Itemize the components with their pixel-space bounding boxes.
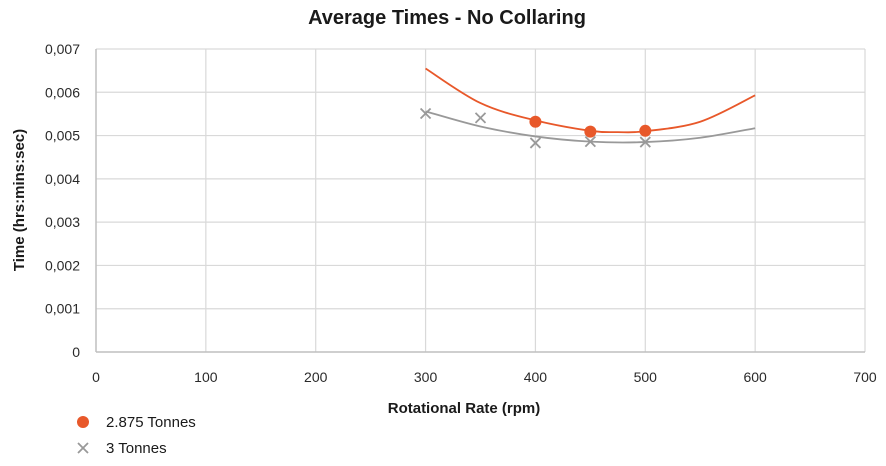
- y-tick-label: 0,001: [45, 301, 80, 317]
- data-points: [419, 107, 652, 149]
- x-tick-label: 500: [634, 369, 658, 385]
- x-marker-stroke: [529, 137, 542, 149]
- legend-item: 2.875 Tonnes: [77, 414, 196, 431]
- y-tick-label: 0,002: [45, 257, 80, 273]
- x-tick-label: 100: [194, 369, 218, 385]
- x-marker-stroke: [584, 135, 596, 148]
- x-marker-stroke: [419, 107, 432, 120]
- legend: 2.875 Tonnes 3 Tonnes: [77, 414, 196, 457]
- tick-labels: 0 0,001 0,002 0,003 0,004 0,005 0,006 0,007 0 100…: [45, 41, 877, 385]
- x-tick-label: 300: [414, 369, 438, 385]
- data-point-series-2: [639, 136, 651, 148]
- y-tick-label: 0: [72, 344, 80, 360]
- grid: [96, 48, 866, 352]
- y-axis-label: Time (hrs:mins:sec): [11, 129, 28, 271]
- x-marker-stroke: [77, 442, 89, 454]
- y-tick-label: 0,005: [45, 128, 80, 144]
- axes: [95, 49, 865, 353]
- y-tick-label: 0,004: [45, 171, 80, 187]
- legend-item: 3 Tonnes: [77, 440, 167, 457]
- data-point-series-2: [584, 135, 596, 148]
- x-tick-label: 0: [92, 369, 100, 385]
- data-point-series-1: [529, 115, 542, 128]
- data-point-series-2: [529, 137, 542, 149]
- trendline-series-1: [425, 67, 756, 134]
- x-tick-label: 600: [743, 369, 767, 385]
- y-tick-label: 0,007: [45, 41, 80, 57]
- x-axis-label: Rotational Rate (rpm): [388, 400, 541, 417]
- legend-circle-marker: [77, 416, 89, 428]
- x-marker-stroke: [639, 136, 651, 148]
- y-tick-label: 0,006: [45, 84, 80, 100]
- data-point-series-1: [584, 125, 597, 138]
- data-point-series-1: [639, 124, 652, 137]
- x-marker-stroke: [474, 112, 487, 124]
- x-tick-label: 400: [524, 369, 548, 385]
- x-tick-label: 700: [853, 369, 877, 385]
- legend-label: 3 Tonnes: [106, 440, 167, 457]
- data-point-series-2: [419, 107, 432, 120]
- legend-x-marker: [77, 442, 89, 454]
- legend-label: 2.875 Tonnes: [106, 414, 196, 431]
- y-tick-label: 0,003: [45, 214, 80, 230]
- chart-title: Average Times - No Collaring: [308, 7, 586, 29]
- data-point-series-2: [474, 112, 487, 124]
- x-tick-label: 200: [304, 369, 328, 385]
